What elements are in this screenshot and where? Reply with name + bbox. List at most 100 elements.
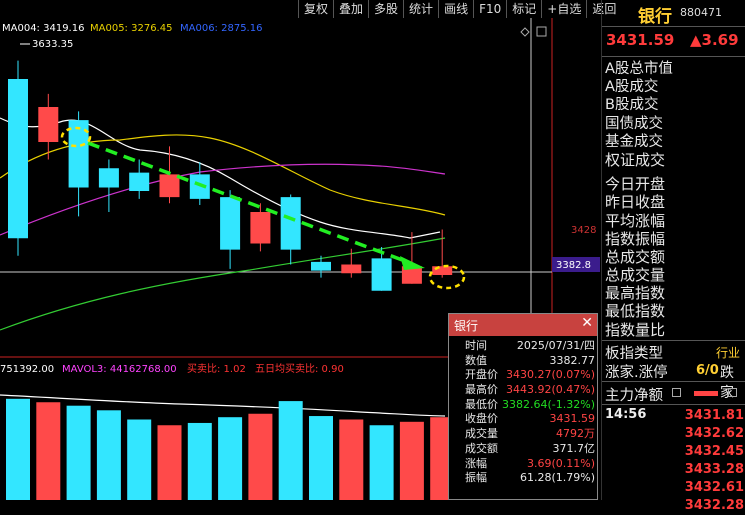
candle-body [311, 261, 331, 271]
candle [38, 93, 59, 160]
stat-item[interactable]: 指数振幅 [605, 229, 666, 248]
volume-bar [309, 416, 333, 500]
panel-divider-board [602, 340, 745, 341]
candle-body [371, 258, 392, 291]
stat-item[interactable]: 平均涨幅 [605, 211, 666, 230]
volume-bar [218, 417, 243, 500]
toolbar-button[interactable]: 返回 [586, 0, 621, 18]
stat-item[interactable]: 最高指数 [605, 284, 666, 303]
stat-item[interactable]: 今日开盘 [605, 175, 666, 194]
toolbar-button[interactable]: 画线 [438, 0, 473, 18]
toolbar-button[interactable]: 叠加 [333, 0, 368, 18]
candle-body [159, 174, 180, 198]
candle-body [341, 264, 362, 274]
toolbar-button[interactable]: 标记 [506, 0, 541, 18]
toolbar-button[interactable]: +自选 [541, 0, 586, 18]
volume-bars [6, 398, 455, 500]
candle-body [68, 120, 89, 188]
volume-bar [157, 425, 182, 500]
high-price-label: 3633.35 [32, 39, 73, 50]
stat-item[interactable]: 总成交额 [605, 247, 666, 266]
highlight-circle-start [60, 126, 92, 148]
candle-body [220, 197, 241, 250]
stat-item[interactable]: B股成交 [605, 97, 659, 114]
volume-bar [66, 405, 91, 500]
candle [311, 255, 331, 278]
tick-time: 14:56 [605, 407, 647, 422]
stat-item[interactable]: A股成交 [605, 79, 659, 96]
buysell-ratio-label: 买卖比: 1.02 [187, 363, 246, 375]
volume-bar [248, 413, 273, 500]
tick-price: 3432.61 [684, 480, 744, 495]
index-code: 880471 [680, 6, 722, 19]
settings-box-icon[interactable] [728, 388, 737, 397]
stat-item[interactable]: 最低指数 [605, 302, 666, 321]
trend-arrow [87, 141, 406, 263]
stat-item[interactable]: 基金成交 [605, 133, 663, 150]
data-window-key: 开盘价 [465, 368, 498, 382]
candle [98, 159, 119, 212]
highlight-circle-end [428, 264, 466, 290]
toolbar-button[interactable]: 复权 [298, 0, 333, 18]
panel-divider-ticks [602, 404, 745, 405]
volume-bar [127, 419, 152, 500]
stat-item[interactable]: 指数量比 [605, 320, 666, 339]
index-change: ▲3.69 [690, 31, 739, 49]
stat-item[interactable]: 国债成交 [605, 115, 663, 132]
data-window-value: 3382.64(-1.32%) [502, 397, 595, 411]
board-type-label: 板指类型 [605, 346, 663, 362]
diamond-icon[interactable] [520, 27, 530, 37]
cursor-price-label: 3382.8 [556, 260, 591, 271]
toolbar-button[interactable]: F10 [473, 0, 506, 18]
data-window-key: 最高价 [465, 383, 498, 397]
data-window-header[interactable]: 银行 ✕ [449, 314, 597, 336]
data-window-row: 涨幅 3.69(0.11%) [449, 457, 597, 472]
candle-body [189, 174, 210, 199]
stat-item[interactable]: 权证成交 [605, 150, 666, 169]
volume-bar [36, 402, 61, 500]
data-window-value: 61.28(1.79%) [519, 471, 595, 485]
volume-bar [96, 410, 121, 500]
data-window[interactable]: 银行 ✕ 时间 2025/07/31/四 数值 3382.77 开盘价 3430.27(0… [448, 313, 598, 500]
stat-item[interactable]: 昨日收盘 [605, 193, 666, 212]
data-window-row: 最低价 3382.64(-1.32%) [449, 398, 597, 413]
mavol-label: MAVOL3: 44162768.00 [62, 364, 177, 375]
data-window-row: 振幅 61.28(1.79%) [449, 471, 597, 486]
data-window-row: 成交额 371.7亿 [449, 442, 597, 457]
data-window-rows: 时间 2025/07/31/四 数值 3382.77 开盘价 3430.27(0.07%)… [449, 339, 597, 486]
toolbar-button[interactable]: 多股 [368, 0, 403, 18]
cursor-price-box [552, 257, 600, 272]
expand-icon[interactable] [672, 388, 681, 397]
mavol-line [0, 394, 446, 417]
panel-divider-top [602, 26, 745, 27]
data-window-value: 3431.59 [549, 412, 596, 426]
candle-body [129, 172, 150, 191]
data-window-title: 银行 [454, 319, 479, 333]
panel-divider-zl [602, 381, 745, 382]
close-icon[interactable]: ✕ [581, 315, 593, 331]
stat-item[interactable]: A股总市值 [605, 61, 673, 77]
ma1-label: MA004: 3419.16 [2, 23, 84, 34]
tick-price: 3431.81 [684, 408, 744, 423]
advance-limit-label: 涨家.涨停 [605, 365, 668, 381]
volume-bar [278, 401, 303, 500]
candle-body [401, 266, 422, 284]
window-icon[interactable] [536, 26, 547, 37]
data-window-key: 收盘价 [465, 412, 498, 426]
price-tick-label: 3428 [571, 225, 596, 236]
toolbar-button[interactable]: 统计 [403, 0, 438, 18]
candle [220, 190, 241, 269]
stat-item[interactable]: 总成交量 [605, 266, 666, 285]
board-type-value: 行业 [716, 346, 741, 360]
data-window-key: 成交额 [465, 441, 498, 455]
fiveday-ratio-label: 五日均买卖比: 0.90 [255, 363, 344, 375]
candle-body [280, 197, 301, 250]
candle [129, 159, 150, 199]
ma3-line [0, 163, 446, 236]
main-net-bar [694, 391, 718, 396]
stat-list: A股总市值 A股成交 B股成交 国债成交 基金成交 权证成交今日开盘 昨日收盘 平均涨幅 指数振… [605, 60, 745, 339]
tick-price: 3433.28 [684, 462, 744, 477]
candle-body [432, 266, 453, 275]
kline-chart[interactable]: MA004: 3419.16 MA005: 3276.45 MA006: 287… [0, 0, 745, 500]
quote-panel: 银行 880471 3431.59 ▲3.69 A股总市值 A股成交 B股成交 国债成… [601, 0, 745, 513]
